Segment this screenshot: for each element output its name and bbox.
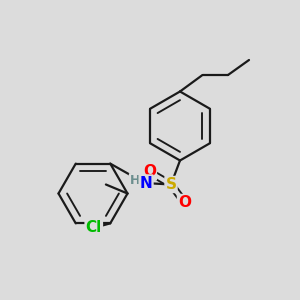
Text: S: S (166, 177, 176, 192)
Text: O: O (178, 195, 191, 210)
Text: N: N (140, 176, 152, 190)
Text: Cl: Cl (85, 220, 102, 236)
Text: O: O (143, 164, 156, 179)
Text: H: H (130, 174, 140, 187)
